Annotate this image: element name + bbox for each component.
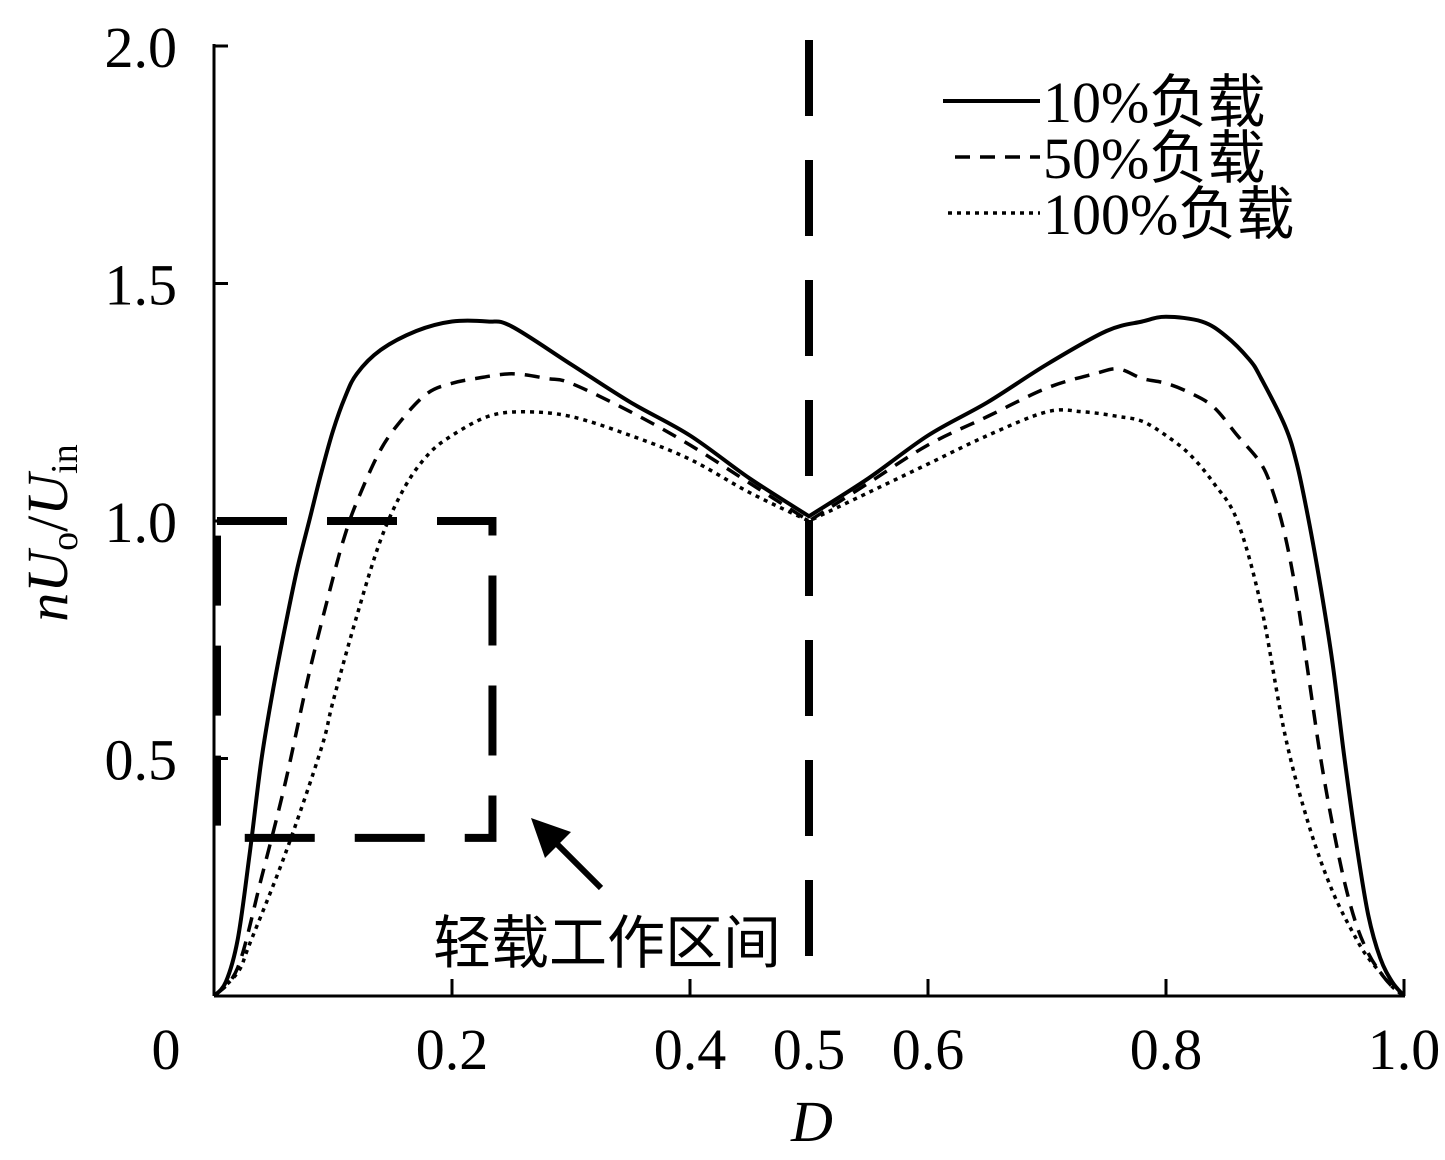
y-label-u-out: U (15, 547, 80, 593)
y-tick-label: 1.5 (105, 253, 178, 318)
y-label-n: n (15, 593, 80, 622)
y-axis-label: nUo/Uin (15, 444, 86, 621)
ticks: 0.5 1.0 1.5 2.0 0 0.2 0.4 0.5 0.6 0.8 1.0 (105, 15, 1441, 1082)
x-tick-label: 0.2 (416, 1017, 489, 1082)
y-tick-label: 2.0 (105, 15, 178, 80)
series-line-2 (212, 367, 1406, 998)
series-line-3 (212, 408, 1406, 998)
x-tick-label: 1.0 (1368, 1017, 1441, 1082)
light-load-region-box (213, 517, 497, 842)
y-label-slash: / (15, 515, 80, 532)
annotations (213, 40, 813, 996)
x-tick-label: 0.4 (654, 1017, 727, 1082)
y-label-u-in: U (15, 470, 80, 516)
y-label-sub-o: o (44, 532, 86, 551)
x-tick-label: 0.6 (892, 1017, 965, 1082)
x-tick-label: 0.8 (1130, 1017, 1203, 1082)
series-line-1 (212, 314, 1406, 998)
x-axis-label: D (790, 1089, 833, 1154)
x-tick-label: 0.5 (773, 1017, 846, 1082)
legend-label-1: 10%负载 (1043, 70, 1265, 135)
y-label-sub-in: in (44, 444, 86, 474)
y-tick-label: 1.0 (105, 490, 178, 555)
x-tick-label: 0 (152, 1017, 181, 1082)
annotation-label: 轻载工作区间 (433, 911, 781, 976)
arrow-head (531, 818, 571, 858)
series-lines (212, 314, 1406, 998)
legend-label-3: 100%负载 (1043, 182, 1294, 247)
legend-label-2: 50%负载 (1043, 126, 1265, 191)
annotation-arrow (531, 818, 604, 891)
y-tick-label: 0.5 (105, 728, 178, 793)
arrow-shaft (553, 840, 604, 891)
